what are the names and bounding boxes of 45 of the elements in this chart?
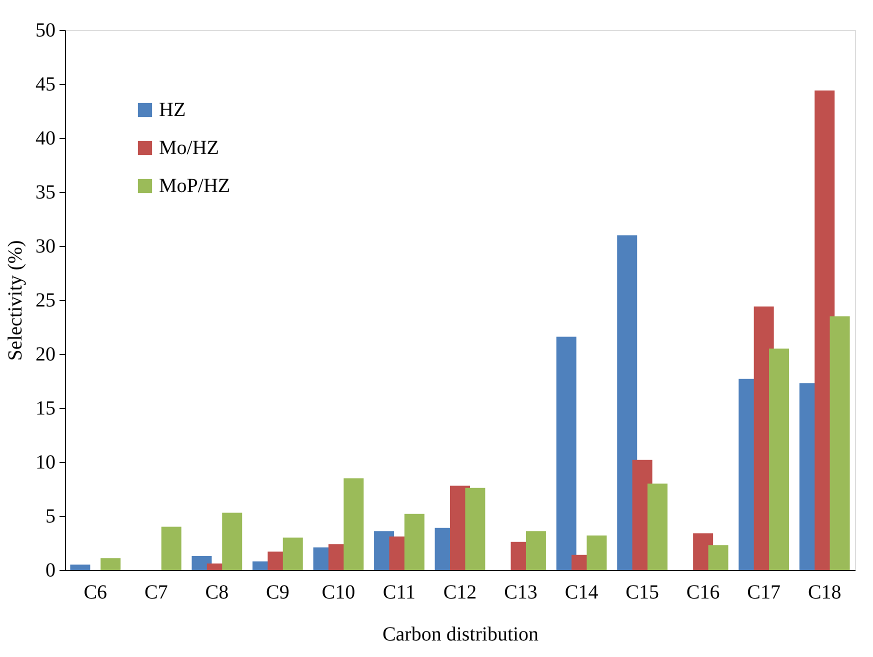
bar bbox=[465, 488, 486, 570]
x-tick-label: C8 bbox=[205, 582, 229, 604]
y-tick-label: 30 bbox=[36, 236, 56, 258]
bar bbox=[282, 538, 303, 570]
x-tick-label: C13 bbox=[504, 582, 538, 604]
x-axis-title: Carbon distribution bbox=[382, 624, 539, 646]
y-tick-label: 5 bbox=[46, 506, 56, 528]
bar bbox=[100, 558, 121, 570]
y-tick-label: 45 bbox=[36, 74, 56, 96]
y-tick-label: 15 bbox=[36, 398, 56, 420]
legend-label: Mo/HZ bbox=[159, 137, 219, 159]
bar bbox=[161, 526, 182, 570]
y-axis-title: Selectivity (%) bbox=[4, 240, 26, 361]
y-tick-label: 35 bbox=[36, 182, 56, 204]
y-tick-label: 40 bbox=[36, 128, 56, 150]
bar bbox=[830, 316, 850, 570]
bar bbox=[70, 564, 90, 570]
bar bbox=[617, 235, 638, 570]
x-tick-label: C18 bbox=[808, 582, 842, 604]
x-tick-label: C12 bbox=[443, 582, 477, 604]
legend-label: HZ bbox=[159, 99, 186, 121]
y-tick-label: 10 bbox=[36, 452, 56, 474]
x-tick-label: C9 bbox=[266, 582, 290, 604]
x-tick-label: C16 bbox=[686, 582, 720, 604]
y-tick-label: 0 bbox=[46, 560, 56, 582]
bar bbox=[586, 535, 607, 570]
x-tick-label: C15 bbox=[626, 582, 659, 604]
bar bbox=[344, 478, 364, 570]
bar bbox=[404, 514, 424, 570]
bar bbox=[556, 336, 576, 570]
bar bbox=[648, 484, 668, 570]
y-tick-label: 50 bbox=[36, 20, 56, 42]
x-tick-label: C17 bbox=[747, 582, 781, 604]
bar bbox=[222, 512, 242, 570]
y-tick-label: 25 bbox=[36, 290, 56, 312]
x-tick-label: C11 bbox=[382, 582, 416, 604]
x-tick-label: C10 bbox=[322, 582, 356, 604]
x-tick-label: C14 bbox=[564, 582, 598, 604]
y-tick-label: 20 bbox=[36, 344, 56, 366]
bar bbox=[708, 545, 728, 570]
x-tick-label: C6 bbox=[84, 582, 108, 604]
x-tick-label: C7 bbox=[144, 582, 168, 604]
bar bbox=[526, 531, 546, 570]
bar bbox=[769, 348, 790, 570]
legend-label: MoP/HZ bbox=[159, 175, 230, 197]
